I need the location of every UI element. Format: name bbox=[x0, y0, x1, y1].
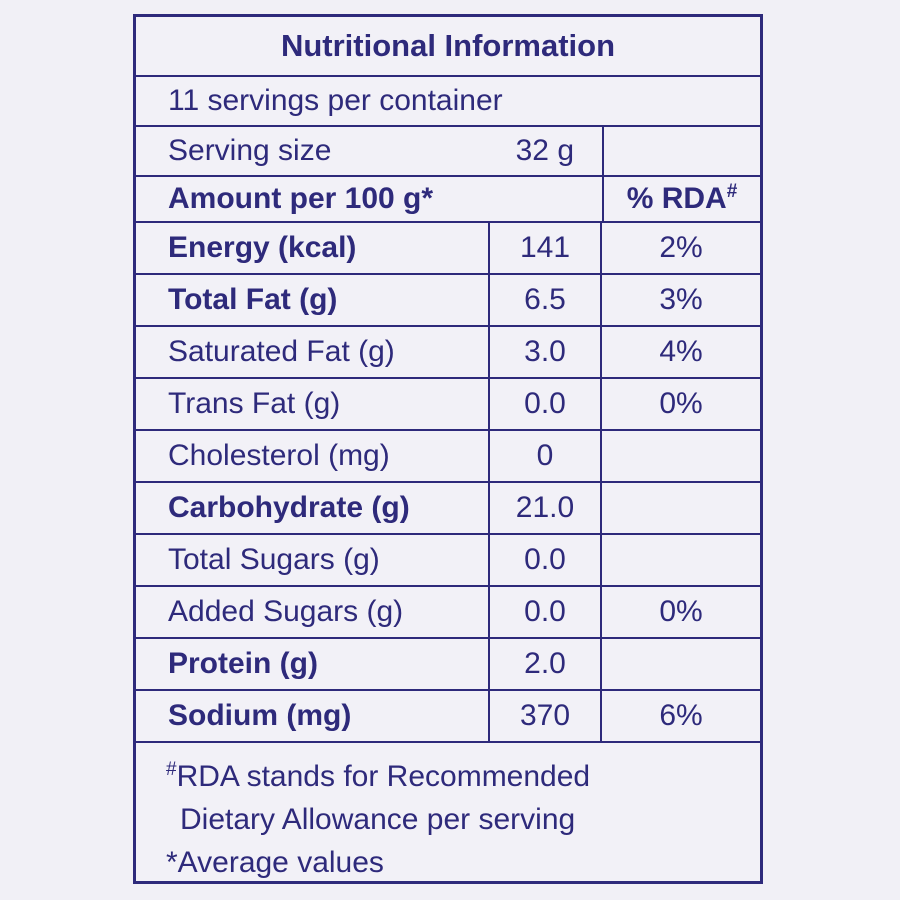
footnote-rda-definition-line2: Dietary Allowance per serving bbox=[180, 803, 576, 836]
nutrient-label: Added Sugars (g) bbox=[168, 595, 404, 628]
table-title: Nutritional Information bbox=[280, 28, 616, 63]
nutrient-amount: 0.0 bbox=[488, 535, 602, 585]
servings-row: 11 servings per container bbox=[136, 75, 760, 125]
footnote-superscript: # bbox=[166, 759, 177, 780]
nutrient-row-sodium: Sodium (mg) 370 6% bbox=[136, 689, 760, 741]
servings-per-container: 11 servings per container bbox=[168, 84, 503, 117]
serving-size-value: 32 g bbox=[515, 134, 574, 167]
rda-header-superscript: # bbox=[726, 181, 738, 202]
nutrient-row-protein: Protein (g) 2.0 bbox=[136, 637, 760, 689]
nutrient-rda bbox=[602, 431, 760, 481]
nutrient-row-total-fat: Total Fat (g) 6.5 3% bbox=[136, 273, 760, 325]
nutrient-rda bbox=[602, 639, 760, 689]
nutrient-rda: 4% bbox=[659, 335, 703, 368]
serving-size-rda-cell-empty bbox=[602, 127, 760, 175]
nutrient-row-added-sugars: Added Sugars (g) 0.0 0% bbox=[136, 585, 760, 637]
nutrient-label: Total Fat (g) bbox=[168, 283, 338, 316]
footnote-rda-definition-line1: #RDA stands for Recommended bbox=[166, 759, 591, 793]
serving-size-cell: Serving size 32 g bbox=[136, 127, 602, 175]
nutrient-amount: 6.5 bbox=[488, 275, 602, 325]
nutrient-amount: 3.0 bbox=[488, 327, 602, 377]
nutrient-rda: 0% bbox=[659, 387, 703, 420]
nutrient-label: Cholesterol (mg) bbox=[168, 439, 390, 472]
nutrition-facts-table: Nutritional Information 11 servings per … bbox=[133, 14, 763, 884]
nutrient-amount: 0.0 bbox=[488, 587, 602, 637]
nutrient-rda: 0% bbox=[659, 595, 703, 628]
nutrient-amount: 21.0 bbox=[488, 483, 602, 533]
nutrient-amount: 0 bbox=[488, 431, 602, 481]
nutrient-row-saturated-fat: Saturated Fat (g) 3.0 4% bbox=[136, 325, 760, 377]
nutrient-rda bbox=[602, 535, 760, 585]
nutrient-amount: 141 bbox=[488, 223, 602, 273]
nutrient-row-energy: Energy (kcal) 141 2% bbox=[136, 221, 760, 273]
footnote-average-values: *Average values bbox=[166, 846, 384, 879]
footnotes-section: #RDA stands for Recommended Dietary Allo… bbox=[136, 741, 760, 884]
nutrient-label: Energy (kcal) bbox=[168, 231, 357, 264]
nutrient-amount: 2.0 bbox=[488, 639, 602, 689]
nutrient-label: Total Sugars (g) bbox=[168, 543, 380, 576]
serving-size-row: Serving size 32 g bbox=[136, 125, 760, 175]
nutrient-rda: 6% bbox=[659, 699, 703, 732]
nutrient-amount: 370 bbox=[488, 691, 602, 741]
nutrient-label: Sodium (mg) bbox=[168, 699, 352, 732]
nutrient-rda: 3% bbox=[659, 283, 703, 316]
table-title-row: Nutritional Information bbox=[136, 17, 760, 75]
nutrient-rda bbox=[602, 483, 760, 533]
nutrient-row-trans-fat: Trans Fat (g) 0.0 0% bbox=[136, 377, 760, 429]
nutrient-label: Saturated Fat (g) bbox=[168, 335, 395, 368]
nutrient-row-total-sugars: Total Sugars (g) 0.0 bbox=[136, 533, 760, 585]
column-header-row: Amount per 100 g* % RDA# bbox=[136, 175, 760, 221]
rda-header: % RDA# bbox=[626, 181, 738, 215]
nutrient-label: Protein (g) bbox=[168, 647, 318, 680]
nutrient-label: Trans Fat (g) bbox=[168, 387, 341, 420]
nutrient-amount: 0.0 bbox=[488, 379, 602, 429]
nutrient-label: Carbohydrate (g) bbox=[168, 491, 410, 524]
rda-header-cell: % RDA# bbox=[602, 177, 760, 221]
amount-per-100g-header: Amount per 100 g* bbox=[168, 182, 434, 215]
nutrient-row-cholesterol: Cholesterol (mg) 0 bbox=[136, 429, 760, 481]
nutrient-rda: 2% bbox=[659, 231, 703, 264]
serving-size-label: Serving size bbox=[168, 134, 332, 167]
amount-header-cell: Amount per 100 g* bbox=[136, 177, 602, 221]
nutrient-row-carbohydrate: Carbohydrate (g) 21.0 bbox=[136, 481, 760, 533]
